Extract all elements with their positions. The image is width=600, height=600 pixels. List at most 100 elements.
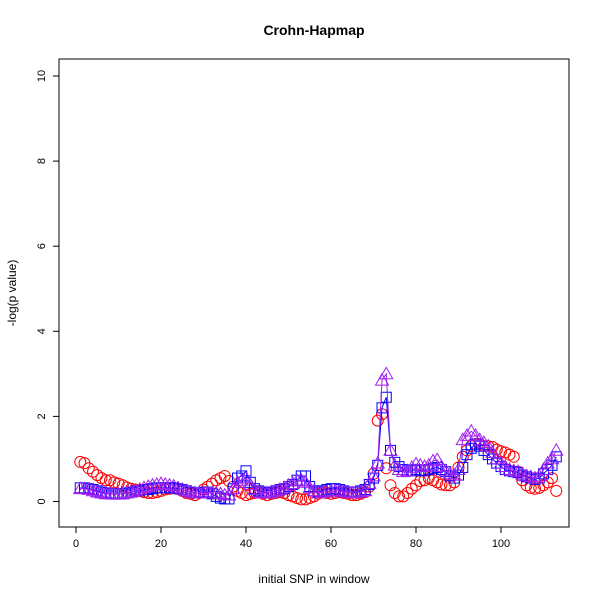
triangle-point — [179, 483, 194, 497]
triangle-point — [455, 432, 471, 446]
square-point — [457, 461, 469, 473]
series-triangle — [72, 366, 564, 501]
square-point — [478, 444, 490, 456]
triangle-point — [242, 476, 258, 490]
square-point — [482, 449, 494, 461]
triangle-point — [166, 478, 182, 492]
triangle-point — [183, 484, 199, 498]
x-axis-label: initial SNP in window — [258, 572, 369, 586]
circle-point — [507, 450, 520, 463]
x-tick-label: 40 — [240, 538, 252, 550]
x-tick-label: 20 — [155, 538, 167, 550]
square-point — [287, 478, 299, 490]
square-point — [210, 490, 222, 502]
square-point — [546, 459, 558, 471]
triangle-point — [340, 484, 356, 498]
triangle-point — [459, 428, 475, 441]
square-point — [461, 449, 473, 461]
triangle-point — [480, 438, 496, 452]
triangle-point — [157, 476, 173, 490]
x-axis: 0 20 40 60 80 100 — [73, 526, 510, 550]
triangle-point — [89, 484, 105, 498]
triangle-point — [238, 470, 254, 484]
triangle-point — [234, 472, 250, 486]
y-axis: 0 2 4 6 8 10 — [36, 70, 60, 505]
circle-point — [524, 481, 537, 494]
triangle-point — [366, 468, 381, 482]
triangle-point — [208, 485, 224, 499]
triangle-point — [527, 470, 543, 484]
triangle-point — [174, 482, 190, 495]
triangle-point — [514, 466, 530, 480]
square-point — [376, 402, 388, 414]
triangle-point — [115, 486, 131, 500]
triangle-point — [383, 442, 398, 456]
triangle-point — [531, 468, 547, 482]
triangle-point — [162, 477, 177, 491]
circle-point — [371, 414, 384, 427]
square-point — [423, 464, 435, 476]
triangle-point — [378, 366, 394, 380]
circle-point — [99, 474, 112, 487]
circle-point — [87, 465, 99, 478]
circle-point — [405, 482, 418, 495]
triangle-point — [510, 464, 526, 478]
square-point — [470, 438, 481, 450]
square-point — [172, 483, 184, 495]
triangle-point — [77, 481, 92, 495]
square-point — [427, 462, 439, 474]
triangle-point — [519, 468, 534, 482]
circle-point — [82, 462, 95, 475]
triangle-point — [370, 455, 386, 469]
triangle-point — [213, 486, 228, 500]
triangle-point — [523, 469, 539, 483]
triangle-point — [485, 445, 500, 458]
circle-point — [546, 472, 558, 485]
triangle-point — [408, 456, 424, 470]
x-tick-label: 100 — [492, 538, 510, 550]
triangle-point — [353, 484, 369, 498]
triangle-point — [400, 463, 415, 477]
square-point — [550, 451, 562, 463]
circle-point — [393, 490, 405, 503]
triangle-point — [536, 462, 551, 475]
circle-point — [550, 484, 563, 497]
triangle-point — [251, 484, 267, 498]
triangle-point — [289, 473, 305, 487]
triangle-point — [221, 487, 237, 501]
plot-frame — [58, 58, 570, 528]
triangle-point — [225, 481, 241, 495]
triangle-point — [361, 476, 377, 489]
triangle-point — [506, 463, 522, 477]
triangle-point — [332, 483, 347, 497]
triangle-point — [391, 462, 407, 475]
circle-point — [537, 479, 550, 492]
triangle-point — [425, 453, 441, 467]
circle-point — [384, 479, 397, 492]
square-point — [363, 478, 375, 490]
circle-point — [388, 486, 401, 499]
chart-title: Crohn-Hapmap — [263, 22, 364, 38]
circle-point — [541, 476, 554, 489]
triangle-point — [374, 372, 390, 386]
circle-point — [435, 478, 448, 491]
square-point — [465, 442, 477, 454]
triangle-series-line — [80, 372, 557, 496]
triangle-point — [145, 477, 160, 491]
triangle-point — [306, 483, 322, 497]
square-point — [512, 467, 524, 479]
triangle-point — [310, 485, 326, 499]
triangle-point — [544, 451, 560, 465]
square-point — [240, 465, 252, 477]
circle-point — [295, 493, 308, 506]
triangle-point — [451, 462, 466, 475]
triangle-point — [81, 482, 97, 495]
triangle-point — [349, 485, 364, 499]
triangle-point — [502, 462, 517, 475]
y-tick-label: 10 — [36, 70, 48, 82]
y-tick-label: 4 — [36, 328, 48, 334]
plot-area — [72, 366, 564, 506]
triangle-point — [548, 442, 564, 456]
y-axis-label: -log(p value) — [5, 260, 19, 327]
